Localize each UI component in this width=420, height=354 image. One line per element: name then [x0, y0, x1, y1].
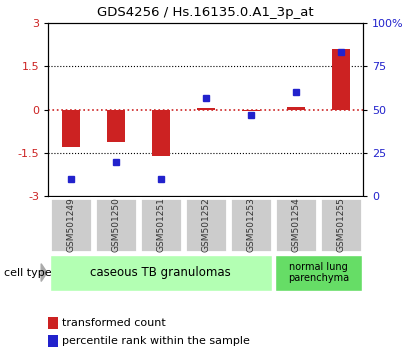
Bar	[332, 49, 350, 110]
Text: GSM501249: GSM501249	[66, 198, 75, 252]
Bar	[287, 107, 305, 110]
Text: GSM501254: GSM501254	[291, 198, 300, 252]
Text: GSM501255: GSM501255	[336, 197, 345, 252]
Title: GDS4256 / Hs.16135.0.A1_3p_at: GDS4256 / Hs.16135.0.A1_3p_at	[97, 6, 314, 19]
Bar	[152, 110, 170, 156]
Text: normal lung
parenchyma: normal lung parenchyma	[288, 262, 349, 284]
Text: percentile rank within the sample: percentile rank within the sample	[62, 336, 249, 346]
Text: GSM501252: GSM501252	[201, 198, 210, 252]
Text: GSM501253: GSM501253	[246, 197, 255, 252]
Text: transformed count: transformed count	[62, 318, 165, 328]
Bar	[197, 108, 215, 110]
Bar	[62, 110, 80, 147]
Text: cell type: cell type	[4, 268, 52, 278]
Text: GSM501250: GSM501250	[111, 197, 120, 252]
Text: caseous TB granulomas: caseous TB granulomas	[90, 266, 231, 279]
Text: GSM501251: GSM501251	[156, 197, 165, 252]
Bar	[242, 110, 260, 111]
Bar	[107, 110, 125, 142]
